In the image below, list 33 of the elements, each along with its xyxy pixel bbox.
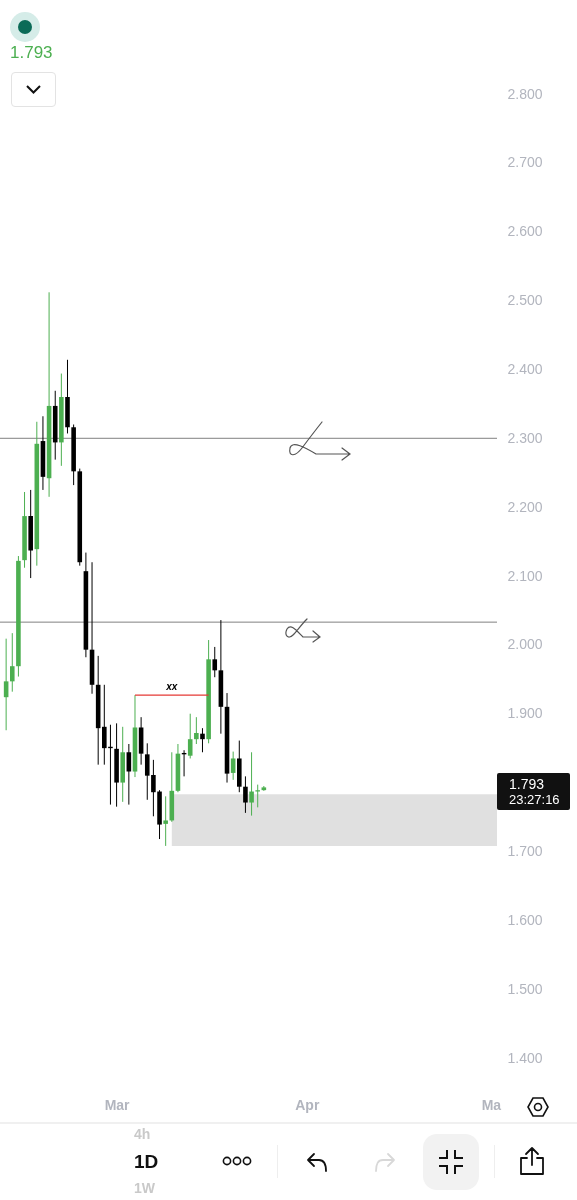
y-tick-label: 2.800 bbox=[507, 85, 543, 102]
y-tick-label: 2.700 bbox=[507, 154, 543, 171]
candlestick bbox=[9, 632, 15, 693]
y-tick-label: 1.500 bbox=[507, 980, 543, 997]
candlestick bbox=[187, 713, 193, 759]
y-tick-label: 2.300 bbox=[507, 429, 543, 446]
y-tick-label: 1.700 bbox=[507, 842, 543, 859]
candlestick bbox=[230, 751, 236, 781]
candlestick bbox=[255, 784, 260, 808]
y-tick-label: 2.400 bbox=[507, 360, 543, 377]
y-tick-label: 2.000 bbox=[507, 636, 543, 653]
x-tick-label: Mar bbox=[104, 1096, 131, 1113]
x-tick-label: Ma bbox=[481, 1096, 502, 1113]
candlestick bbox=[163, 795, 168, 847]
annotation: xx bbox=[165, 681, 178, 693]
y-tick-label: 1.600 bbox=[507, 911, 543, 928]
y-tick-label: 2.100 bbox=[507, 567, 543, 584]
candlestick bbox=[212, 646, 218, 678]
y-tick-label: 2.600 bbox=[507, 223, 543, 240]
candlestick bbox=[243, 775, 248, 814]
text: 1D bbox=[134, 1151, 159, 1173]
y-tick-label: 1.900 bbox=[507, 705, 543, 722]
text: 1.793 bbox=[10, 43, 53, 63]
candlestick bbox=[126, 743, 132, 806]
text: 23:27:16 bbox=[509, 792, 560, 808]
x-tick-label: Apr bbox=[295, 1096, 320, 1113]
candlestick bbox=[249, 751, 254, 817]
candlestick bbox=[200, 727, 205, 753]
y-tick-label: 2.500 bbox=[507, 292, 543, 309]
y-tick-label: 1.400 bbox=[507, 1049, 543, 1066]
text: 1.793 bbox=[509, 776, 545, 793]
candlestick bbox=[194, 716, 199, 745]
y-tick-label: 2.200 bbox=[507, 498, 543, 515]
